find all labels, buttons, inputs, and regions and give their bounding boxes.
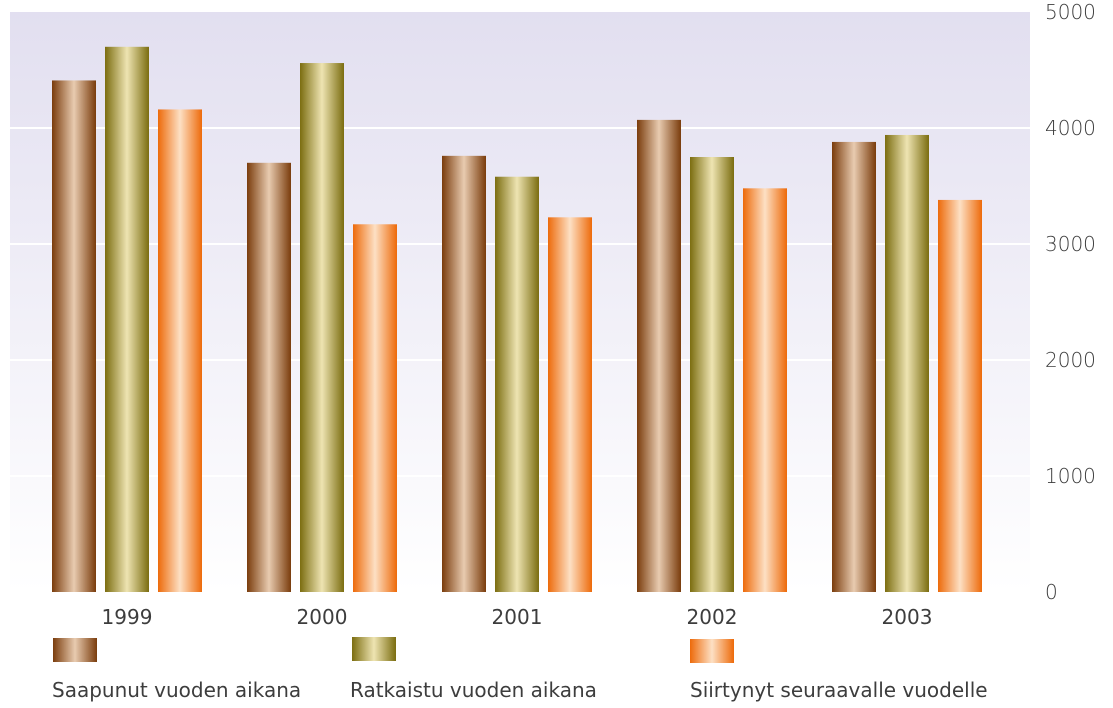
- bar-2001-series-2: [548, 217, 592, 592]
- legend-swatch-saapunut: [53, 638, 97, 662]
- bar-1999-series-2: [158, 109, 202, 592]
- y-axis: 0 1000 2000 3000 4000 5000: [1045, 0, 1096, 604]
- bar-2001-series-1: [495, 176, 539, 592]
- legend-label-ratkaistu: Ratkaistu vuoden aikana: [350, 678, 597, 702]
- x-tick-label-2001: 2001: [492, 605, 543, 629]
- y-tick-label: 5000: [1045, 0, 1096, 24]
- bar-2003-series-0: [832, 141, 876, 593]
- bar-2003-series-2: [938, 199, 982, 593]
- x-tick-label-1999: 1999: [102, 605, 153, 629]
- y-tick-label: 1000: [1045, 464, 1096, 488]
- bar-2003-series-1: [885, 134, 929, 592]
- bar-2002-series-1: [690, 157, 734, 592]
- bar-2001-series-0: [442, 155, 486, 592]
- bar-2002-series-0: [637, 119, 681, 592]
- y-tick-label: 3000: [1045, 232, 1096, 256]
- x-tick-label-2000: 2000: [297, 605, 348, 629]
- bar-1999-series-1: [105, 46, 149, 593]
- bar-2000-series-1: [300, 63, 344, 593]
- bar-1999-series-0: [52, 80, 96, 592]
- y-tick-label: 4000: [1045, 116, 1096, 140]
- bars: [52, 46, 982, 593]
- y-tick-label: 0: [1045, 580, 1058, 604]
- y-tick-label: 2000: [1045, 348, 1096, 372]
- legend-label-saapunut: Saapunut vuoden aikana: [52, 678, 302, 702]
- legend-swatch-ratkaistu: [352, 637, 396, 661]
- x-tick-label-2003: 2003: [882, 605, 933, 629]
- bar-2000-series-2: [353, 224, 397, 592]
- legend-swatch-siirtynyt: [690, 639, 734, 663]
- x-tick-label-2002: 2002: [687, 605, 738, 629]
- bar-2000-series-0: [247, 162, 291, 593]
- x-axis: 1999 2000 2001 2002 2003: [102, 605, 933, 629]
- bar-2002-series-2: [743, 188, 787, 592]
- legend-label-siirtynyt: Siirtynyt seuraavalle vuodelle: [690, 678, 988, 702]
